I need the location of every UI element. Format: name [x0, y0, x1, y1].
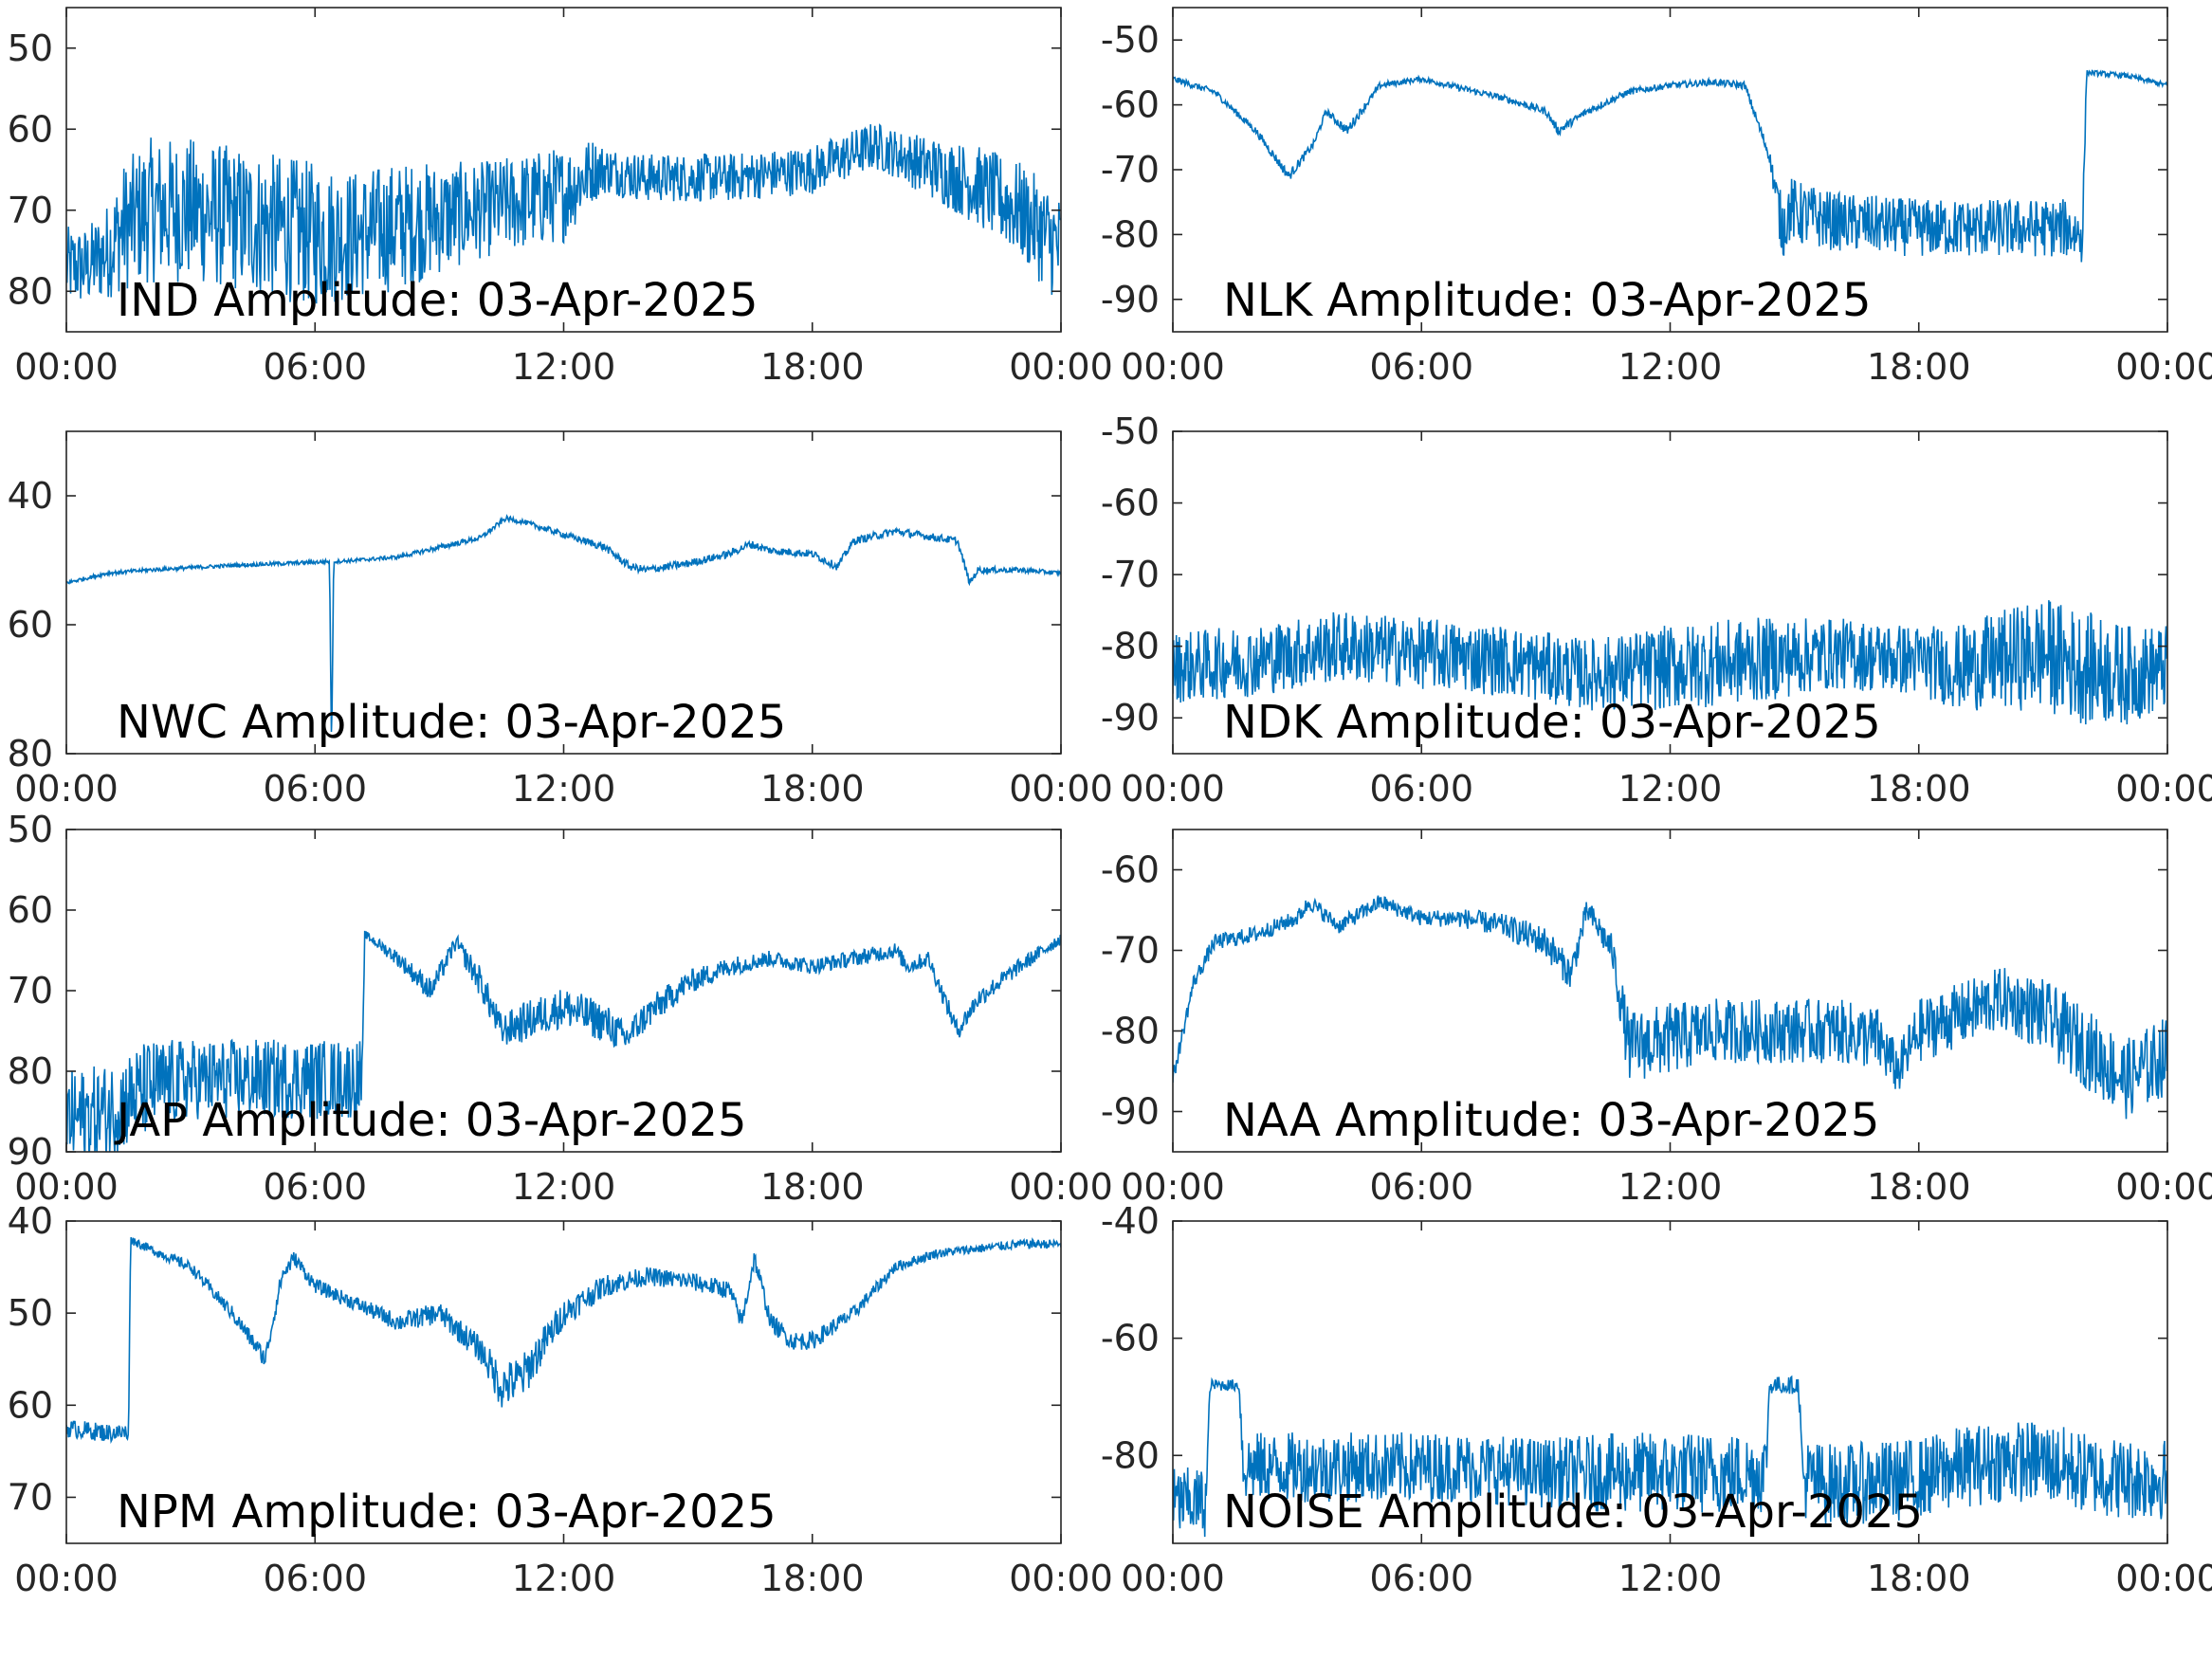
- y-tick-label: 70: [8, 1476, 53, 1518]
- y-tick-label: 90: [8, 1131, 53, 1173]
- panel-title: NPM Amplitude: 03-Apr-2025: [117, 1486, 777, 1539]
- y-tick-label: 40: [8, 1200, 53, 1242]
- y-tick-label: -70: [1101, 930, 1160, 972]
- panel-ind: 00:00 06:00 12:00 18:00 00:00 50 60 70 80 IND Amp…: [8, 7, 1113, 388]
- x-tick-label: 12:00: [1618, 346, 1723, 388]
- series-line-ndk: [1173, 600, 2167, 725]
- x-tick-label: 12:00: [512, 1558, 616, 1599]
- y-tick-label: 60: [8, 108, 53, 150]
- x-tick-label: 18:00: [1867, 1166, 1971, 1208]
- x-tick-label: 18:00: [760, 1558, 865, 1599]
- x-tick-label: 12:00: [1618, 768, 1723, 810]
- series-line-nwc: [66, 514, 1061, 733]
- x-tick-label: 00:00: [1121, 1166, 1225, 1208]
- panel-title: JAP Amplitude: 03-Apr-2025: [114, 1094, 747, 1147]
- x-tick-label: 00:00: [1009, 1166, 1113, 1208]
- y-tick-label: 60: [8, 889, 53, 931]
- x-tick-label: 12:00: [512, 1166, 616, 1208]
- x-tick-label: 06:00: [1369, 1558, 1473, 1599]
- y-tick-label: 50: [8, 1292, 53, 1334]
- x-tick-label: 12:00: [1618, 1166, 1723, 1208]
- x-tick-label: 06:00: [263, 768, 367, 810]
- y-tick-label: 60: [8, 1384, 53, 1426]
- x-tick-label: 00:00: [1121, 346, 1225, 388]
- y-tick-label: 50: [8, 27, 53, 69]
- series-line-nlk: [1173, 69, 2167, 263]
- series-line-noise: [1173, 1375, 2167, 1538]
- panel-nlk: 00:00 06:00 12:00 18:00 00:00 -50 -60 -70 -80 -90…: [1101, 7, 2212, 388]
- x-tick-label: 00:00: [14, 768, 119, 810]
- y-tick-label: 80: [8, 270, 53, 312]
- panel-ndk: 00:00 06:00 12:00 18:00 00:00 -50 -60 -70 -80 -90…: [1101, 410, 2212, 810]
- y-tick-label: -80: [1101, 1434, 1160, 1476]
- x-tick-label: 06:00: [1369, 768, 1473, 810]
- x-tick-label: 18:00: [760, 1166, 865, 1208]
- x-tick-label: 00:00: [14, 1166, 119, 1208]
- y-tick-label: -90: [1101, 279, 1160, 320]
- panel-naa: 00:00 06:00 12:00 18:00 00:00 -60 -70 -80 -90 NAA…: [1101, 829, 2212, 1208]
- x-tick-label: 12:00: [1618, 1558, 1723, 1599]
- y-tick-label: 80: [8, 733, 53, 775]
- x-tick-label: 00:00: [2115, 1166, 2212, 1208]
- x-tick-label: 18:00: [760, 346, 865, 388]
- x-tick-label: 18:00: [1867, 346, 1971, 388]
- x-tick-label: 00:00: [14, 1558, 119, 1599]
- y-tick-label: -80: [1101, 1011, 1160, 1052]
- panel-jap: 00:00 06:00 12:00 18:00 00:00 50 60 70 80 90 JAP A…: [8, 809, 1113, 1208]
- x-tick-label: 06:00: [1369, 346, 1473, 388]
- y-tick-label: -70: [1101, 554, 1160, 595]
- y-tick-label: 50: [8, 809, 53, 850]
- x-tick-label: 18:00: [760, 768, 865, 810]
- y-tick-label: -80: [1101, 213, 1160, 255]
- series-line-ind: [66, 123, 1061, 304]
- panel-nwc: 00:00 06:00 12:00 18:00 00:00 40 60 80 NWC Ampli…: [8, 430, 1113, 810]
- x-tick-label: 00:00: [1121, 768, 1225, 810]
- panel-title: NWC Amplitude: 03-Apr-2025: [117, 696, 786, 749]
- y-tick-label: -50: [1101, 19, 1160, 61]
- y-tick-label: -60: [1101, 483, 1160, 524]
- x-tick-label: 12:00: [512, 768, 616, 810]
- panel-title: IND Amplitude: 03-Apr-2025: [117, 274, 758, 327]
- x-tick-label: 00:00: [2115, 768, 2212, 810]
- x-tick-label: 00:00: [1121, 1558, 1225, 1599]
- x-tick-label: 18:00: [1867, 768, 1971, 810]
- series-line-jap: [66, 930, 1061, 1152]
- y-tick-label: -90: [1101, 1091, 1160, 1133]
- x-tick-label: 00:00: [1009, 768, 1113, 810]
- x-tick-label: 00:00: [1009, 346, 1113, 388]
- panel-title: NOISE Amplitude: 03-Apr-2025: [1223, 1486, 1923, 1539]
- x-tick-label: 18:00: [1867, 1558, 1971, 1599]
- y-tick-label: -80: [1101, 626, 1160, 667]
- x-tick-label: 00:00: [2115, 346, 2212, 388]
- y-tick-label: -90: [1101, 697, 1160, 738]
- y-tick-label: 40: [8, 475, 53, 517]
- x-tick-label: 06:00: [263, 346, 367, 388]
- x-tick-label: 06:00: [263, 1558, 367, 1599]
- x-tick-label: 06:00: [1369, 1166, 1473, 1208]
- y-tick-label: -60: [1101, 849, 1160, 891]
- panel-title: NLK Amplitude: 03-Apr-2025: [1223, 274, 1872, 327]
- y-tick-label: 80: [8, 1050, 53, 1092]
- y-tick-label: -60: [1101, 84, 1160, 126]
- y-tick-label: -60: [1101, 1318, 1160, 1359]
- x-tick-label: 06:00: [263, 1166, 367, 1208]
- panel-npm: 00:00 06:00 12:00 18:00 00:00 40 50 60 70 NPM Amp…: [8, 1200, 1113, 1599]
- y-tick-label: 60: [8, 604, 53, 646]
- y-tick-label: 70: [8, 190, 53, 231]
- series-line-naa: [1173, 895, 2167, 1120]
- panel-title: NDK Amplitude: 03-Apr-2025: [1223, 696, 1881, 749]
- panel-noise: 00:00 06:00 12:00 18:00 00:00 -40 -60 -80 NOISE …: [1101, 1200, 2212, 1599]
- y-tick-label: -40: [1101, 1200, 1160, 1242]
- series-line-npm: [66, 1237, 1061, 1445]
- y-tick-label: -70: [1101, 149, 1160, 191]
- y-tick-label: -50: [1101, 410, 1160, 452]
- y-tick-label: 70: [8, 970, 53, 1012]
- x-tick-label: 00:00: [14, 346, 119, 388]
- panel-title: NAA Amplitude: 03-Apr-2025: [1223, 1094, 1879, 1147]
- x-tick-label: 00:00: [2115, 1558, 2212, 1599]
- x-tick-label: 12:00: [512, 346, 616, 388]
- x-tick-label: 00:00: [1009, 1558, 1113, 1599]
